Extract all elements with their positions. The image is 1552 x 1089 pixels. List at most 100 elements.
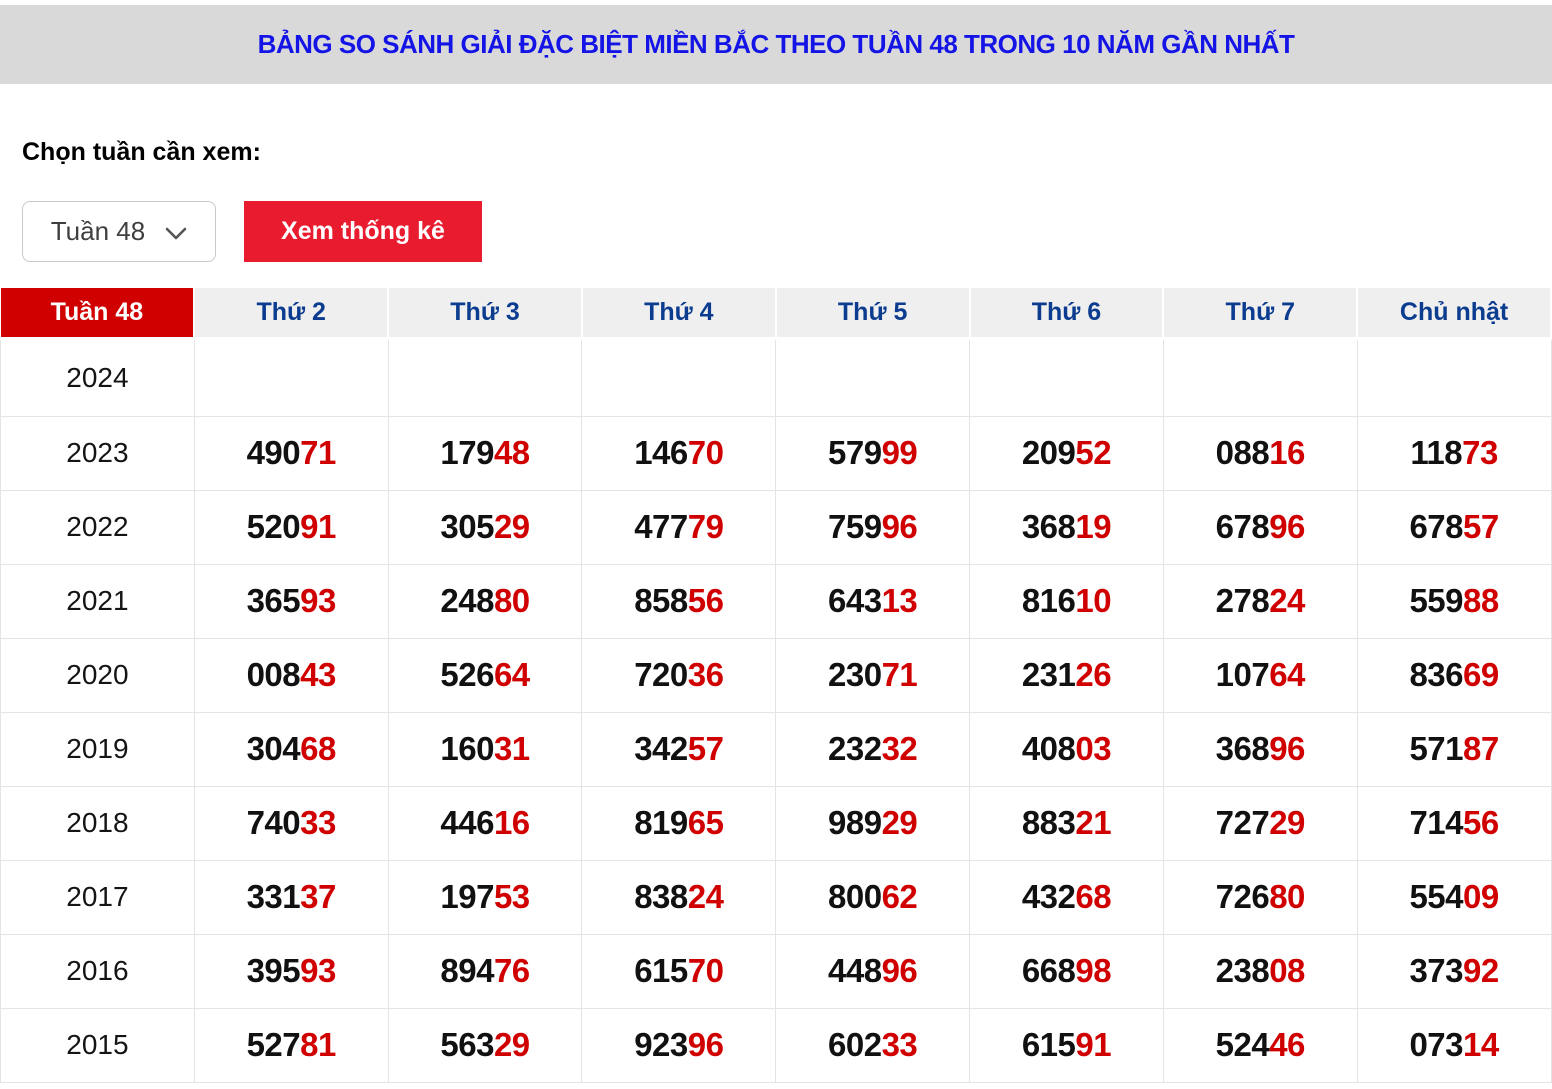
result-cell: 36896 (1162, 711, 1358, 787)
digits-main: 524 (1215, 1026, 1270, 1063)
digits-tail: 29 (881, 804, 918, 841)
result-cell (581, 337, 777, 417)
digits-tail: 13 (881, 582, 918, 619)
digits-tail: 21 (1075, 804, 1112, 841)
digits-main: 304 (246, 730, 301, 767)
digits-main: 563 (440, 1026, 494, 1063)
digits-main: 107 (1215, 656, 1270, 693)
result-cell: 24880 (387, 563, 583, 639)
digits-tail: 96 (1269, 508, 1305, 545)
digits-main: 373 (1409, 952, 1464, 989)
digits-tail: 31 (493, 730, 530, 767)
digits-main: 894 (440, 952, 494, 989)
digits-main: 726 (1215, 878, 1270, 915)
year-cell: 2021 (0, 563, 195, 639)
result-cell: 08816 (1162, 415, 1358, 491)
digits-main: 579 (828, 434, 882, 471)
digits-main: 368 (1021, 508, 1076, 545)
table-row: 2023 49071 17948 14670 57999 20952 08816 11873 (0, 415, 1552, 491)
table-row: 2018 74033 44616 81965 98929 88321 72729 71456 (0, 785, 1552, 861)
digits-main: 209 (1021, 434, 1076, 471)
result-cell: 55988 (1356, 563, 1552, 639)
result-cell: 83669 (1356, 637, 1552, 713)
comparison-table-head: Tuần 48 Thứ 2 Thứ 3 Thứ 4 Thứ 5 Thứ 6 Thứ 7 Chủ… (0, 288, 1552, 340)
digits-main: 858 (634, 582, 688, 619)
result-cell: 44616 (387, 785, 583, 861)
digits-main: 668 (1021, 952, 1076, 989)
digits-tail: 64 (1269, 656, 1305, 693)
year-cell: 2016 (0, 933, 195, 1009)
digits-tail: 91 (300, 508, 336, 545)
year-cell: 2022 (0, 489, 195, 565)
digits-tail: 87 (1463, 730, 1499, 767)
result-cell: 75996 (775, 489, 971, 565)
year-cell: 2023 (0, 415, 195, 491)
result-cell: 11873 (1356, 415, 1552, 491)
week-select[interactable]: Tuần 48 (22, 201, 216, 262)
result-cell: 60233 (775, 1007, 971, 1083)
comparison-table: Tuần 48 Thứ 2 Thứ 3 Thứ 4 Thứ 5 Thứ 6 Thứ 7 Chủ… (0, 288, 1552, 1083)
digits-main: 448 (828, 952, 882, 989)
result-cell: 80062 (775, 859, 971, 935)
digits-main: 615 (1021, 1026, 1076, 1063)
digits-main: 759 (828, 508, 882, 545)
digits-main: 727 (1215, 804, 1270, 841)
digits-main: 197 (440, 878, 494, 915)
digits-tail: 73 (1462, 434, 1498, 471)
digits-main: 179 (440, 434, 494, 471)
result-cell: 55409 (1356, 859, 1552, 935)
digits-main: 368 (1215, 730, 1270, 767)
result-cell: 74033 (193, 785, 389, 861)
digits-main: 816 (1021, 582, 1076, 619)
digits-main: 395 (246, 952, 301, 989)
digits-tail: 79 (687, 508, 724, 545)
digits-tail: 09 (1463, 878, 1499, 915)
digits-tail: 76 (493, 952, 530, 989)
result-cell: 20952 (969, 415, 1164, 491)
digits-main: 477 (634, 508, 688, 545)
digits-main: 678 (1409, 508, 1464, 545)
digits-main: 989 (828, 804, 882, 841)
digits-tail: 93 (300, 582, 336, 619)
digits-tail: 93 (300, 952, 336, 989)
digits-tail: 29 (493, 1026, 530, 1063)
digits-main: 331 (246, 878, 301, 915)
digits-tail: 71 (881, 656, 918, 693)
digits-tail: 33 (881, 1026, 918, 1063)
comparison-table-body: 2024 2023 49071 17948 14670 57999 20952 08816 11… (0, 337, 1552, 1083)
result-cell: 23126 (969, 637, 1164, 713)
result-cell: 56329 (387, 1007, 583, 1083)
result-cell: 98929 (775, 785, 971, 861)
result-cell: 47779 (581, 489, 777, 565)
digits-main: 883 (1021, 804, 1076, 841)
result-cell: 30468 (193, 711, 389, 787)
digits-main: 527 (246, 1026, 301, 1063)
column-header: Thứ 5 (775, 288, 971, 340)
digits-main: 678 (1215, 508, 1270, 545)
digits-main: 118 (1410, 434, 1463, 471)
chevron-down-icon (165, 227, 187, 241)
view-stats-button[interactable]: Xem thống kê (244, 201, 482, 262)
year-cell: 2015 (0, 1007, 195, 1083)
digits-main: 526 (440, 656, 494, 693)
year-cell: 2024 (0, 337, 195, 417)
digits-main: 923 (634, 1026, 688, 1063)
result-cell: 17948 (387, 415, 583, 491)
digits-main: 278 (1215, 582, 1270, 619)
result-cell: 64313 (775, 563, 971, 639)
digits-main: 602 (828, 1026, 882, 1063)
digits-main: 146 (634, 434, 688, 471)
digits-tail: 69 (1463, 656, 1499, 693)
result-cell: 67857 (1356, 489, 1552, 565)
result-cell: 36593 (193, 563, 389, 639)
digits-tail: 08 (1269, 952, 1305, 989)
column-header: Thứ 4 (581, 288, 777, 340)
year-cell: 2020 (0, 637, 195, 713)
result-cell (775, 337, 971, 417)
digits-tail: 96 (687, 1026, 724, 1063)
table-row: 2015 52781 56329 92396 60233 61591 52446 07314 (0, 1007, 1552, 1083)
digits-tail: 26 (1075, 656, 1112, 693)
result-cell: 43268 (969, 859, 1164, 935)
digits-main: 305 (440, 508, 494, 545)
digits-tail: 99 (881, 434, 918, 471)
